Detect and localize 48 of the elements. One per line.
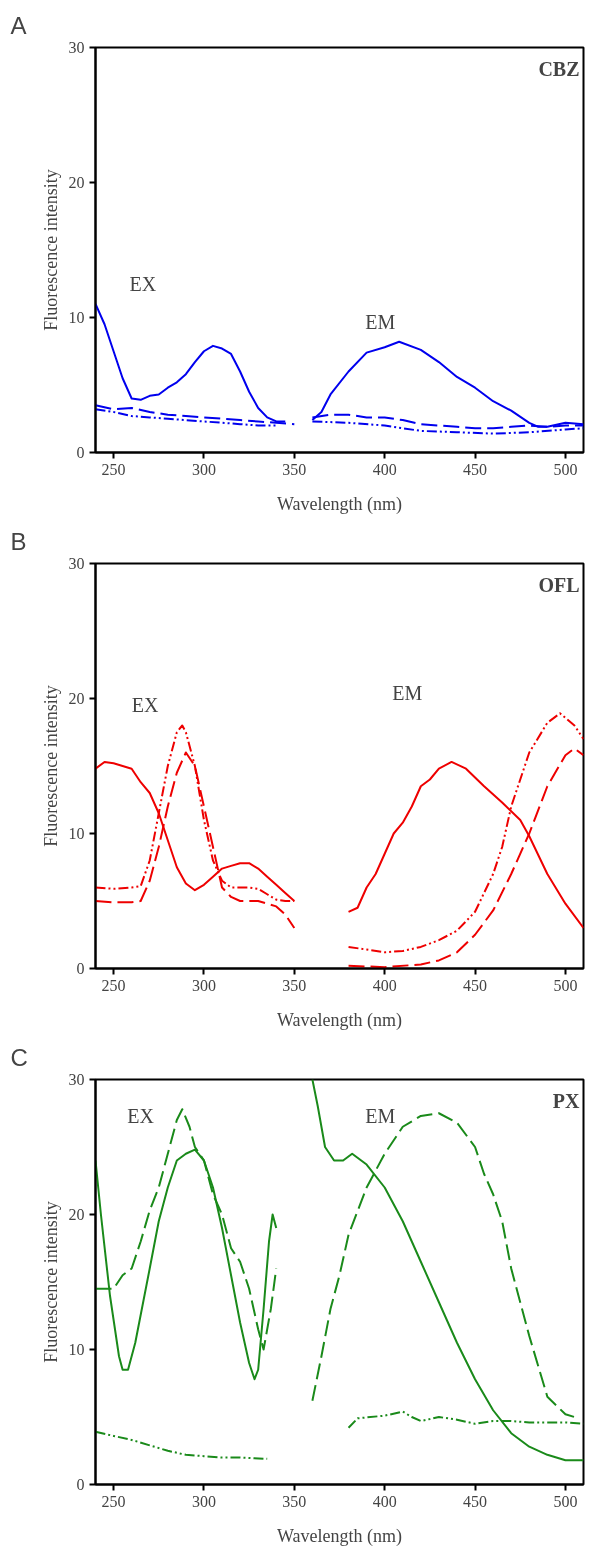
x-tick-label: 300 (191, 460, 216, 478)
x-tick-label: 250 (101, 976, 126, 994)
annotation: EM (365, 1104, 396, 1127)
y-tick-label: 10 (68, 309, 85, 326)
y-tick-label: 0 (76, 444, 85, 461)
annotation: OFL (538, 573, 580, 596)
annotation: EX (129, 272, 157, 295)
annotation: PX (552, 1089, 581, 1112)
x-axis-title: Wavelength (nm) (277, 1009, 403, 1031)
y-tick-label: 10 (68, 1341, 85, 1358)
annotation: EX (127, 1104, 155, 1127)
y-tick-label: 20 (68, 690, 85, 707)
x-tick-label: 250 (101, 1492, 126, 1510)
annotation: EM (392, 682, 423, 705)
y-tick-label: 30 (68, 39, 85, 56)
x-axis-title: Wavelength (nm) (277, 1525, 403, 1547)
y-tick-label: 30 (68, 555, 85, 572)
y-axis-title: Fluorescence intensity (40, 169, 61, 331)
annotation: CBZ (538, 57, 580, 80)
x-tick-label: 350 (282, 460, 307, 478)
chart-title: B (10, 527, 27, 555)
y-tick-label: 0 (76, 1476, 85, 1493)
annotation: EM (365, 310, 396, 333)
x-tick-label: 250 (101, 460, 126, 478)
x-tick-label: 450 (463, 1492, 488, 1510)
y-tick-label: 20 (68, 1206, 85, 1223)
x-tick-label: 500 (553, 976, 578, 994)
x-tick-label: 400 (372, 460, 397, 478)
x-tick-label: 500 (553, 460, 578, 478)
x-axis-title: Wavelength (nm) (277, 493, 403, 515)
y-axis-title: Fluorescence intensity (40, 1201, 61, 1363)
x-tick-label: 350 (282, 976, 307, 994)
x-tick-label: 400 (372, 976, 397, 994)
y-tick-label: 20 (68, 174, 85, 191)
y-tick-label: 10 (68, 825, 85, 842)
annotation: EX (131, 694, 160, 717)
x-tick-label: 450 (463, 460, 488, 478)
x-tick-label: 500 (553, 1492, 578, 1510)
y-tick-label: 30 (68, 1071, 85, 1088)
x-tick-label: 450 (463, 976, 488, 994)
x-tick-label: 300 (191, 1492, 216, 1510)
y-tick-label: 0 (76, 960, 85, 977)
chart-title: C (10, 1043, 28, 1071)
y-axis-title: Fluorescence intensity (40, 685, 61, 847)
x-tick-label: 400 (372, 1492, 397, 1510)
x-tick-label: 350 (282, 1492, 307, 1510)
x-tick-label: 300 (191, 976, 216, 994)
chart-title: A (10, 11, 27, 39)
